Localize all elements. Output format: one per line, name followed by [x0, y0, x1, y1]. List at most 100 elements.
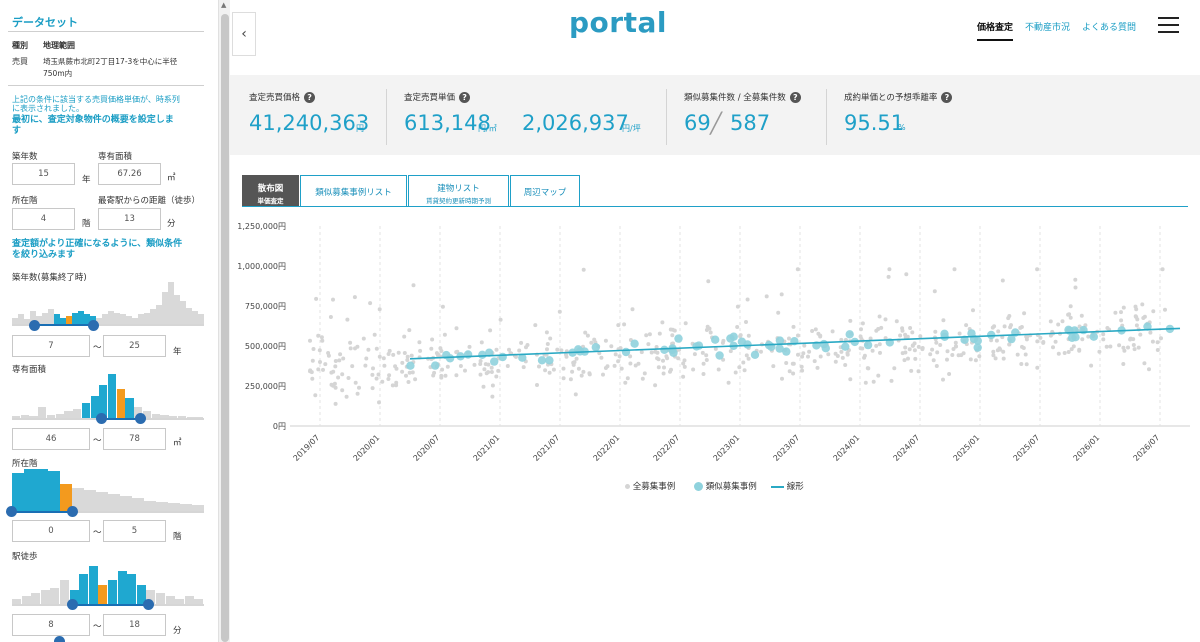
all-listing-point — [363, 363, 368, 368]
filter-walk-min-handle[interactable] — [67, 599, 78, 610]
all-listing-point — [361, 336, 366, 341]
histogram-bar — [96, 492, 108, 511]
tab-scatter[interactable]: 散布図 単価査定 — [242, 175, 299, 207]
all-listing-point — [902, 358, 907, 363]
all-listing-point — [394, 366, 399, 371]
all-listing-point — [916, 344, 921, 349]
similar-listing-point — [621, 347, 631, 357]
histogram-bar — [194, 598, 204, 604]
tab-area-map[interactable]: 周辺マップ — [510, 175, 580, 207]
histogram-bar — [48, 309, 54, 324]
all-listing-point — [971, 308, 975, 313]
histogram-bar — [168, 502, 180, 511]
all-listing-point — [1073, 285, 1078, 290]
all-listing-point — [1068, 315, 1073, 320]
all-listing-point — [478, 359, 483, 363]
all-listing-point — [440, 367, 445, 372]
similar-listing-point — [1089, 332, 1098, 341]
all-listing-point — [935, 350, 940, 355]
all-listing-point — [913, 356, 918, 361]
help-icon[interactable]: ? — [304, 92, 316, 103]
filter-walk-max-handle[interactable] — [143, 599, 154, 610]
all-listing-point — [561, 366, 566, 371]
help-icon[interactable]: ? — [941, 92, 953, 103]
filter-area-min-handle[interactable] — [96, 413, 107, 424]
tab-building-list[interactable]: 建物リスト 賃貸契約更新時期予測 — [408, 175, 509, 207]
nav-market[interactable]: 不動産市況 — [1025, 23, 1071, 33]
sale-label: 売買 — [12, 57, 28, 66]
histogram-bar — [54, 314, 60, 324]
portal-logo[interactable]: portal — [569, 6, 667, 39]
scrollbar-thumb[interactable] — [221, 14, 229, 642]
hamburger-menu-icon[interactable] — [1158, 17, 1179, 34]
all-listing-point — [496, 368, 501, 373]
filter-age-max-input[interactable]: 25 — [103, 335, 166, 357]
all-listing-point — [333, 364, 338, 369]
filter-floor-max-input[interactable]: 5 — [103, 520, 166, 542]
histogram-bar — [84, 314, 90, 324]
tab-similar-list[interactable]: 類似募集事例リスト — [300, 175, 407, 207]
nav-faq[interactable]: よくある質問 — [1082, 23, 1137, 33]
all-listing-point — [1126, 345, 1130, 350]
histogram-bar — [156, 593, 166, 604]
all-listing-point — [494, 374, 499, 379]
sidebar-scrollbar[interactable]: ▲ — [218, 0, 230, 642]
filter-floor-min-input[interactable]: 0 — [12, 520, 90, 542]
filter-walk-min-input[interactable]: 8 — [12, 614, 90, 636]
x-tick-label: 2025/07 — [1012, 433, 1042, 463]
all-listing-point — [318, 360, 322, 364]
all-listing-point — [746, 356, 751, 361]
all-listing-point — [801, 351, 806, 356]
filter-area-min-input[interactable]: 46 — [12, 428, 90, 450]
floor-input[interactable]: 4 — [12, 208, 75, 230]
histogram-bar — [72, 312, 78, 324]
similar-listing-point — [498, 352, 507, 362]
filter-area-max-input[interactable]: 78 — [103, 428, 166, 450]
filter-age-max-handle[interactable] — [88, 320, 99, 331]
area-input[interactable]: 67.26 — [98, 163, 161, 185]
all-listing-point — [886, 274, 891, 279]
gap-value: 95.51 — [844, 111, 905, 135]
help-icon[interactable]: ? — [459, 92, 471, 103]
x-tick-label: 2023/07 — [772, 433, 802, 463]
scroll-up-icon[interactable]: ▲ — [221, 1, 227, 9]
all-listing-point — [1119, 310, 1123, 315]
all-listing-point — [368, 301, 373, 306]
extra-slider-handle[interactable] — [54, 636, 65, 642]
all-listing-point — [661, 358, 665, 363]
similar-listing-point — [537, 356, 547, 365]
filter-age-histogram — [12, 282, 204, 324]
all-listing-point — [314, 296, 319, 301]
all-listing-point — [400, 369, 405, 374]
all-listing-point — [991, 353, 996, 358]
histogram-bar — [69, 590, 79, 604]
all-listing-point — [1066, 350, 1071, 354]
all-listing-point — [733, 370, 738, 375]
walk-input[interactable]: 13 — [98, 208, 161, 230]
filter-age-min-input[interactable]: 7 — [12, 335, 90, 357]
filter-floor-min-handle[interactable] — [6, 506, 17, 517]
collapse-sidebar-button[interactable]: ‹ — [232, 12, 256, 56]
filter-age-min-handle[interactable] — [29, 320, 40, 331]
histogram-bar — [169, 415, 178, 418]
sidebar: データセット 種別 地理範囲 売買 埼玉県蕨市北町2丁目17-3を中心に半径 7… — [0, 0, 218, 642]
all-listing-point — [1138, 332, 1143, 337]
histogram-bar — [127, 574, 137, 604]
filter-floor-max-handle[interactable] — [67, 506, 78, 517]
all-listing-point — [704, 358, 709, 362]
filter-walk-max-input[interactable]: 18 — [103, 614, 166, 636]
similar-listing-point — [591, 343, 600, 352]
all-listing-point — [928, 352, 933, 357]
histogram-bar — [50, 587, 60, 604]
filter-area-max-handle[interactable] — [135, 413, 146, 424]
help-icon[interactable]: ? — [789, 92, 801, 103]
all-listing-point — [311, 347, 316, 351]
filter-area-range-track — [101, 418, 141, 420]
similar-listing-point — [694, 341, 704, 350]
filter-floor-label: 所在階 — [12, 459, 38, 469]
age-input[interactable]: 15 — [12, 163, 75, 185]
all-listing-point — [579, 373, 584, 378]
all-listing-point — [1024, 362, 1029, 367]
nav-price-assessment[interactable]: 価格査定 — [977, 20, 1014, 41]
x-tick-label: 2023/01 — [712, 433, 742, 463]
